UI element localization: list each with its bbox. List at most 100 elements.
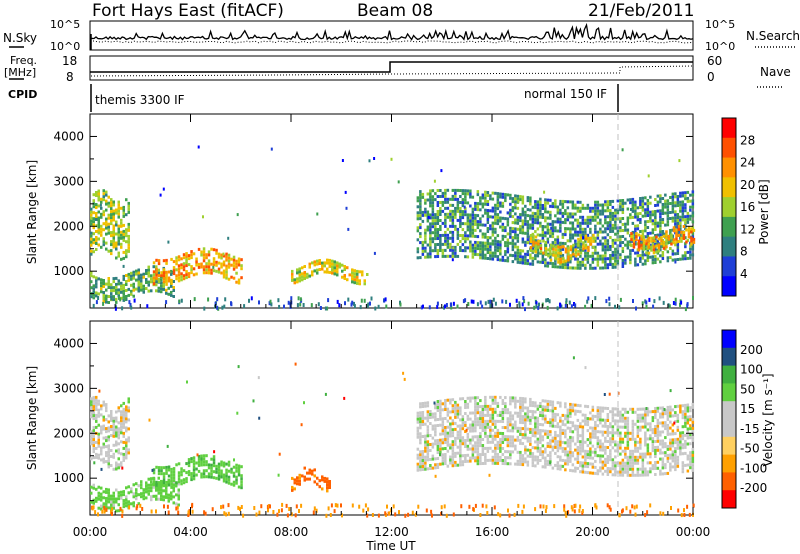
freq-label-1: Freq. [10,54,37,67]
colorbar-segment [722,365,736,384]
xtick-label: 16:00 [475,525,510,539]
colorbar-tick: 8 [740,245,748,259]
nave-label: Nave [760,65,791,79]
colorbar-tick: 50 [740,382,755,396]
velocity-colorbar: 200 100 50 15 -15 -50 -100 -200 [721,329,767,509]
colorbar-segment [722,197,736,218]
colorbar-tick: -50 [740,442,760,456]
velocity-data-region-2 [291,466,331,493]
nsky-panel-frame [89,20,694,51]
nsearch-tick-high: 10^5 [705,18,735,31]
ytick-label: 4000 [53,129,84,143]
nave-trace [90,65,694,77]
velocity-ticks: 4000 3000 2000 1000 [53,336,693,502]
xtick-label: 00:00 [73,525,108,539]
power-data-region-1 [152,247,243,286]
colorbar-tick: -200 [740,481,767,495]
colorbar-segment [722,216,736,238]
ytick-label: 4000 [53,336,84,350]
colorbar-segment [722,472,736,491]
power-data-region-5 [529,233,595,264]
colorbar-tick: 16 [740,200,755,214]
colorbar-tick: 15 [740,402,755,416]
xtick-label: 12:00 [374,525,409,539]
colorbar-tick: 4 [740,267,748,281]
colorbar-segment [722,330,736,349]
xtick-label: 00:00 [676,525,711,539]
nave-tick-low: 0 [707,70,715,84]
xtick-label: 04:00 [173,525,208,539]
nsearch-tick-low: 10^0 [705,40,735,53]
nsearch-line [90,40,694,44]
colorbar-tick: 12 [740,222,755,236]
colorbar-segment [722,454,736,473]
velocity-data [90,356,695,518]
colorbar-segment [722,276,736,297]
freq-label-2: [MHz] [4,66,36,79]
ytick-label: 1000 [53,471,84,485]
freq-tick-low: 8 [66,70,74,84]
colorbar-segment [722,256,736,277]
xtick-label: 20:00 [575,525,610,539]
velocity-colorbar-label: Velocity [m s⁻¹] [761,373,775,466]
colorbar-segment [722,137,736,159]
ytick-label: 2000 [53,426,84,440]
nsky-tick-low: 10^0 [50,40,80,53]
colorbar-tick: 100 [740,363,763,377]
cpid-mode-2: normal 150 IF [524,87,607,101]
colorbar-frame [721,329,737,509]
x-axis-label: Time UT [365,539,416,553]
colorbar-frame [721,117,737,297]
beam-title: Beam 08 [357,1,433,21]
colorbar-tick: 24 [740,156,755,170]
colorbar-tick: 28 [740,133,755,147]
colorbar-tick: 20 [740,178,755,192]
ytick-label: 3000 [53,381,84,395]
freq-tick-high: 18 [62,54,77,68]
date-title: 21/Feb/2011 [588,1,694,21]
colorbar-tick: 200 [740,343,763,357]
colorbar-segment [722,347,736,367]
power-ylabel: Slant Range [km] [25,160,39,264]
power-data-region-3 [90,189,130,261]
station-title: Fort Hays East (fitACF) [92,1,284,21]
colorbar-segment [722,419,736,438]
velocity-data-region-1 [152,454,243,491]
ytick-label: 2000 [53,219,84,233]
colorbar-segment [722,118,736,139]
power-colorbar: 28 24 20 16 12 8 4 [721,117,755,297]
power-ticks: 4000 3000 2000 1000 [53,129,693,295]
velocity-data-region-4 [90,395,130,471]
power-data-region-6 [630,224,696,255]
xtick-label: 08:00 [274,525,309,539]
colorbar-segment [722,177,736,198]
velocity-data-region-3 [416,395,695,477]
ytick-label: 1000 [53,264,84,278]
colorbar-segment [722,236,736,257]
freq-panel-frame [89,55,694,81]
cpid-label: CPID [8,88,37,101]
colorbar-tick: -100 [740,461,767,475]
colorbar-segment [722,436,736,456]
colorbar-segment [722,490,736,509]
nsearch-label: N.Search [746,29,800,43]
nsky-label: N.Sky [3,31,37,45]
colorbar-segment [722,157,736,178]
freq-trace [90,61,693,73]
colorbar-segment [722,383,736,402]
colorbar-segment [722,401,736,420]
velocity-ylabel: Slant Range [km] [25,366,39,470]
nsky-trace [89,22,694,50]
cpid-mode-1: themis 3300 IF [95,93,185,107]
velocity-data-noise [91,356,695,518]
power-data [90,145,696,312]
power-data-region-2 [291,258,369,286]
nave-tick-high: 60 [707,54,722,68]
nsky-tick-high: 10^5 [50,18,80,31]
nsky-line [89,22,694,41]
ytick-label: 3000 [53,174,84,188]
x-axis-ticks: 00:00 04:00 08:00 12:00 16:00 20:00 00:00 [73,114,711,539]
velocity-panel-frame [89,320,694,516]
power-colorbar-label: Power [dB] [757,179,771,244]
